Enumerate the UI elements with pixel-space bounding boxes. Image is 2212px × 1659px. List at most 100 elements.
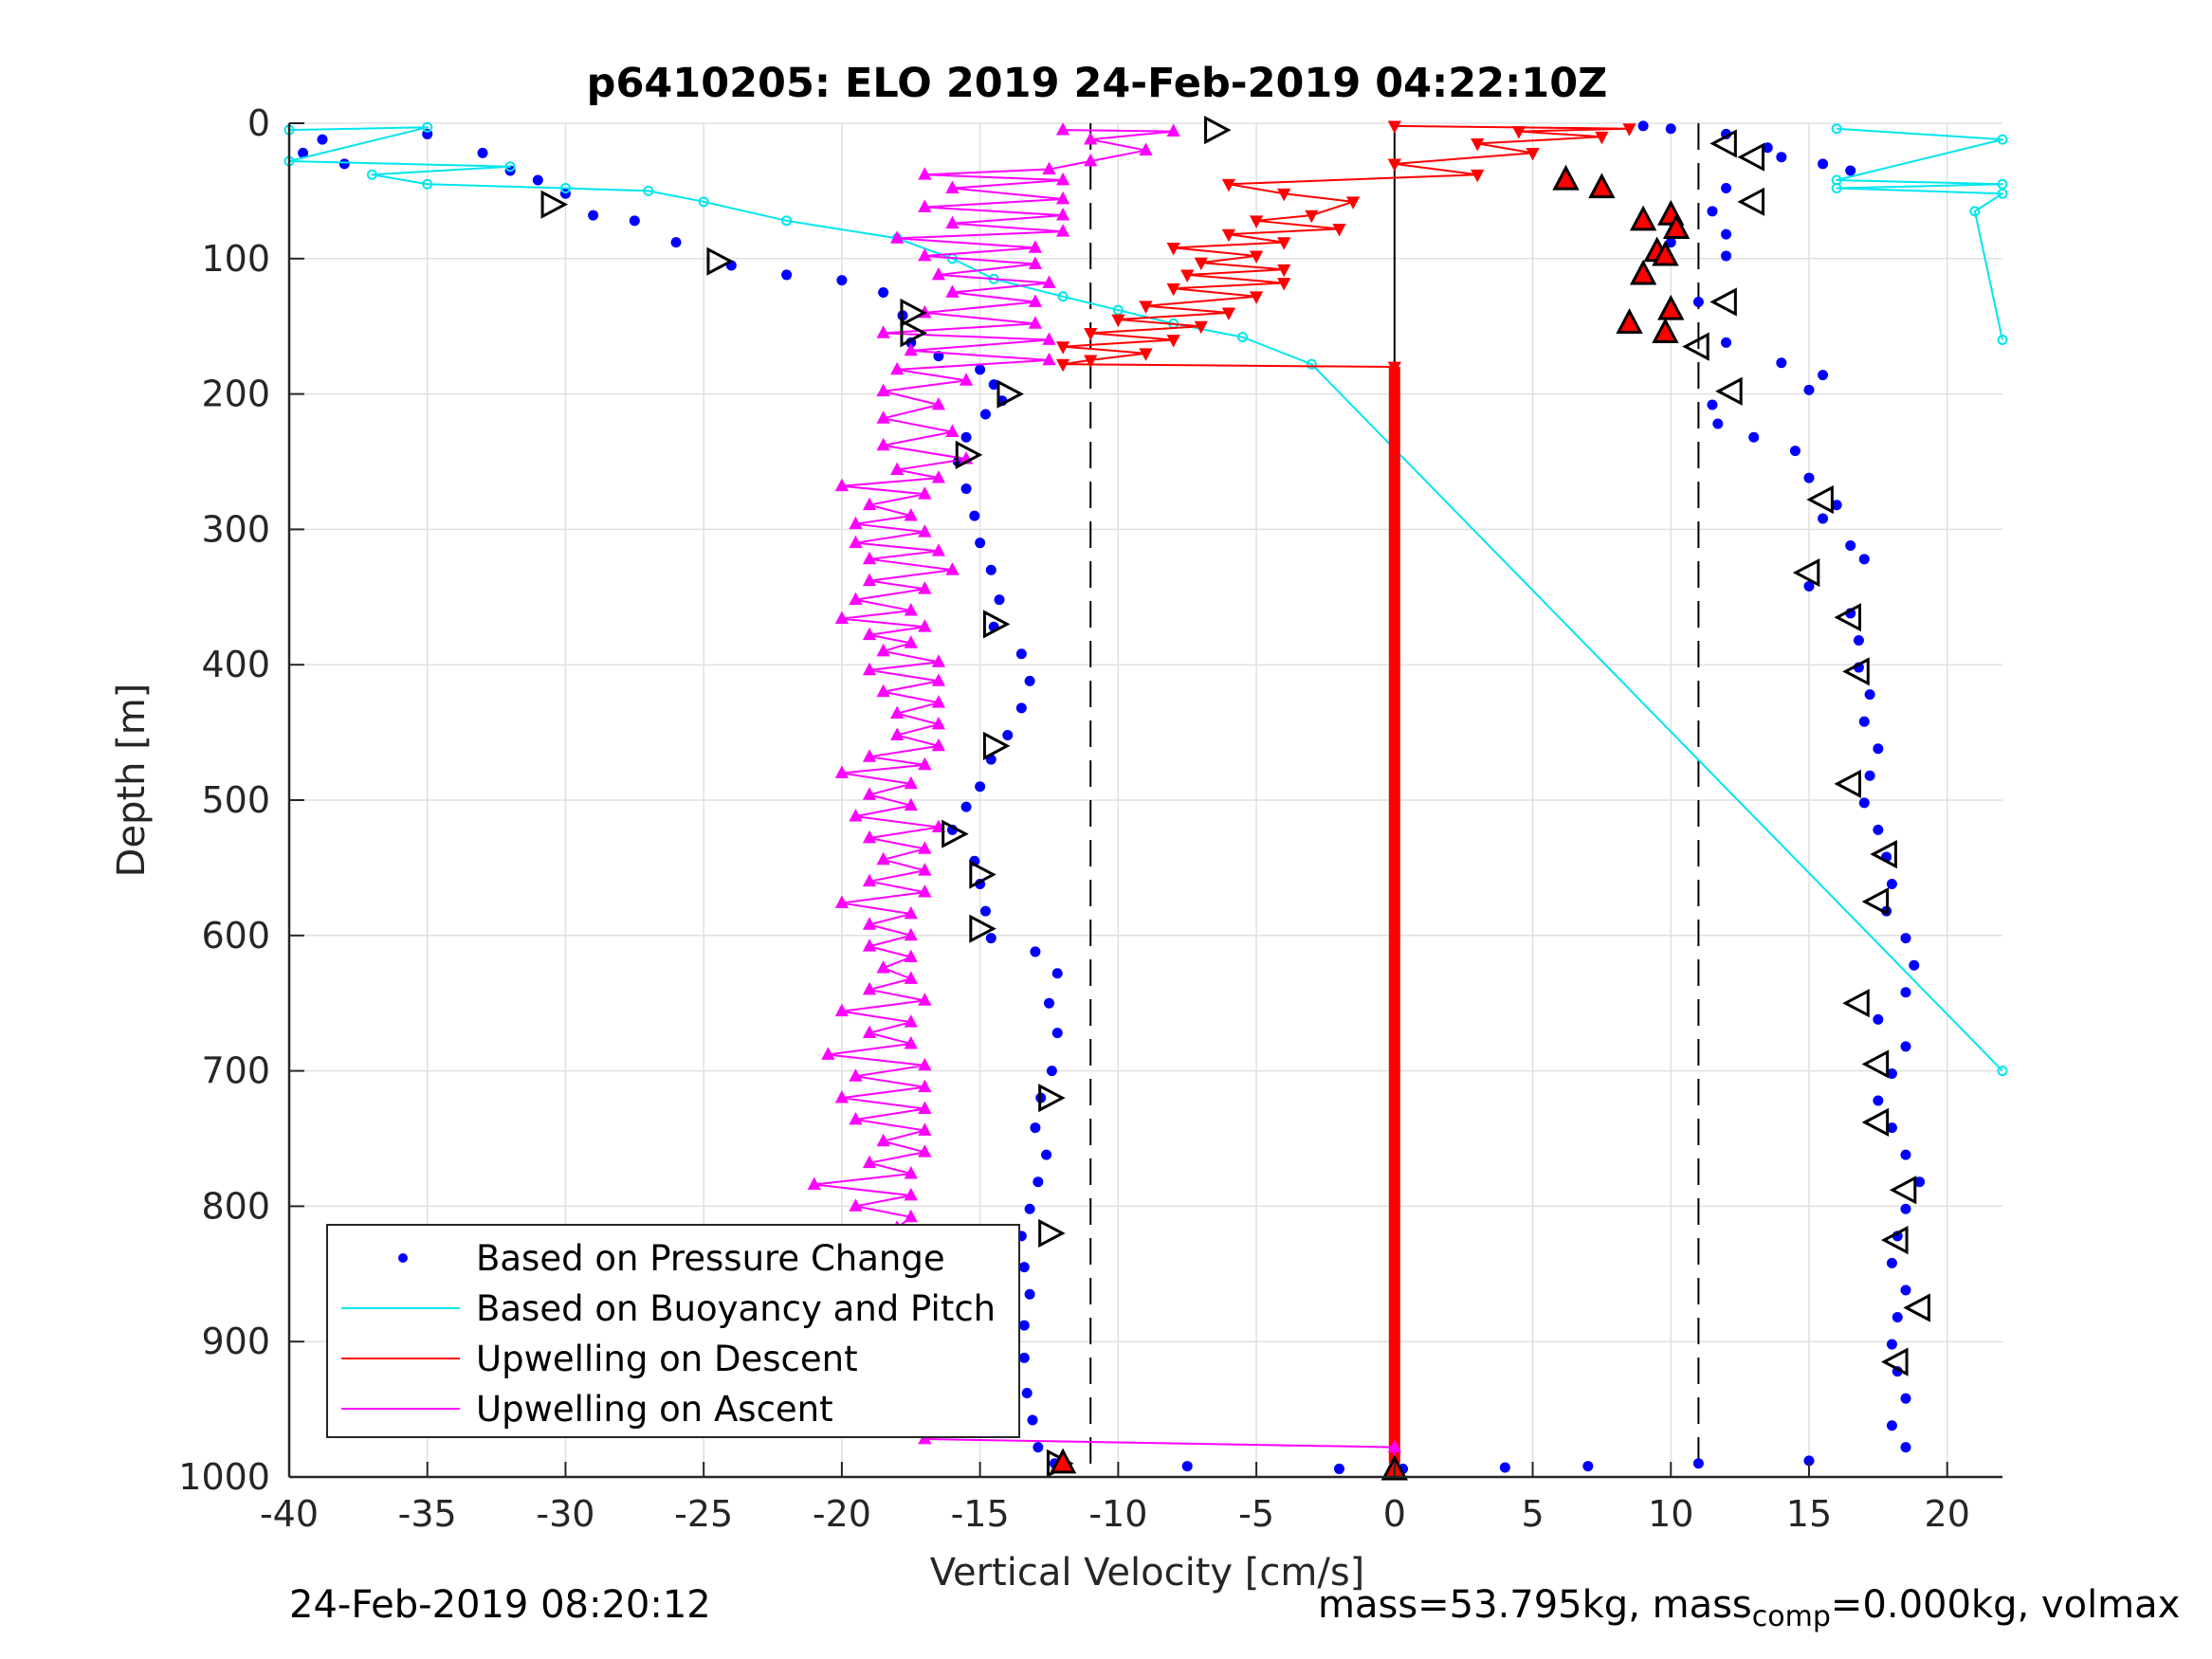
pressure-point-72	[1776, 152, 1787, 163]
x-tick-label-1: -35	[398, 1493, 457, 1535]
series-1-point-5	[422, 178, 433, 190]
pressure-point-19	[988, 379, 999, 391]
ascent-point-25	[1042, 332, 1056, 345]
ascent-point-92	[862, 1025, 877, 1039]
open-marker-31	[1889, 1176, 1917, 1205]
descent-point-20	[1180, 269, 1195, 283]
pressure-point-76	[1707, 206, 1718, 217]
series-1-point-17	[1306, 358, 1317, 370]
filled-marker-6	[1652, 240, 1679, 266]
pressure-point-46	[1046, 1066, 1057, 1077]
ascent-point-96	[849, 1068, 863, 1082]
pressure-point-10	[670, 237, 682, 248]
descent-point-12	[1249, 215, 1264, 228]
pressure-point-87	[1707, 399, 1718, 410]
ascent-point-108	[849, 1198, 863, 1212]
pressure-point-54	[1024, 1288, 1035, 1300]
ascent-point-69	[904, 775, 918, 790]
ascent-point-68	[834, 765, 850, 778]
pressure-point-128	[1900, 1442, 1911, 1453]
x-tick-label-0: -40	[260, 1493, 319, 1535]
x-tick-label-10: 10	[1648, 1493, 1693, 1535]
pressure-point-92	[1831, 500, 1842, 511]
pressure-point-63	[1499, 1462, 1510, 1473]
descent-point-26	[1111, 314, 1125, 328]
y-tick-label-9: 900	[201, 1321, 270, 1362]
open-marker-4	[900, 319, 927, 348]
pressure-point-21	[979, 409, 991, 420]
pressure-point-110	[1909, 959, 1920, 971]
filled-marker-2	[1629, 205, 1657, 231]
ascent-point-15	[1028, 240, 1043, 253]
open-marker-29	[1861, 1049, 1890, 1079]
legend-label-1: Based on Buoyancy and Pitch	[476, 1288, 996, 1329]
ascent-point-47	[945, 562, 960, 575]
descent-point-28	[1084, 327, 1098, 341]
ascent-point-9	[1055, 191, 1070, 205]
descent-point-24	[1139, 301, 1153, 314]
pressure-point-51	[1024, 1203, 1035, 1214]
pressure-point-43	[1051, 968, 1063, 979]
ascent-point-101	[918, 1122, 932, 1136]
open-marker-28	[1842, 989, 1870, 1018]
open-marker-25	[1834, 769, 1862, 798]
open-marker-24	[1842, 657, 1870, 686]
ascent-point-66	[862, 749, 877, 762]
ascent-point-90	[834, 1003, 850, 1017]
ascent-point-20	[945, 284, 960, 298]
ascent-point-43	[918, 524, 932, 538]
pressure-point-107	[1886, 879, 1897, 890]
open-marker-18	[1709, 287, 1737, 317]
open-marker-22	[1792, 558, 1820, 588]
descent-point-19	[1277, 264, 1291, 278]
descent-point-2	[1511, 126, 1526, 139]
x-tick-label-6: -10	[1088, 1493, 1147, 1535]
open-marker-3	[900, 298, 927, 328]
series-2-point-0	[1831, 123, 1842, 135]
x-tick-label-2: -30	[536, 1493, 594, 1535]
pressure-point-30	[1015, 648, 1027, 660]
open-marker-13	[1038, 1218, 1066, 1249]
ascent-point-91	[904, 1014, 918, 1028]
ascent-point-109	[904, 1209, 918, 1223]
ascent-point-81	[904, 905, 918, 920]
descent-point-0	[1387, 120, 1401, 134]
pressure-point-86	[1803, 384, 1815, 395]
pressure-point-64	[1582, 1461, 1594, 1472]
ascent-point-14	[890, 230, 905, 244]
series-1-point-7	[643, 185, 654, 196]
pressure-point-26	[975, 538, 986, 549]
legend-label-3: Upwelling on Ascent	[476, 1389, 833, 1430]
legend-label-2: Upwelling on Descent	[476, 1339, 858, 1379]
ascent-point-86	[876, 960, 890, 974]
y-tick-label-8: 800	[201, 1185, 270, 1227]
pressure-point-55	[1018, 1320, 1030, 1331]
series-1-point-9	[781, 215, 793, 227]
series-2-point-7	[1997, 334, 2008, 345]
y-tick-label-3: 300	[201, 508, 270, 550]
descent-point-32	[1084, 355, 1098, 368]
footer-mass-subscript: comp	[1751, 1600, 1831, 1633]
ascent-point-10	[918, 199, 932, 212]
pressure-point-2	[338, 158, 350, 170]
pressure-point-96	[1803, 580, 1815, 592]
filled-marker-12	[1049, 1448, 1077, 1474]
pressure-point-121	[1886, 1257, 1897, 1268]
filled-marker-4	[1662, 213, 1691, 239]
ascent-point-107	[904, 1187, 918, 1201]
pressure-point-101	[1858, 716, 1870, 727]
legend-swatch-0	[398, 1253, 408, 1263]
ascent-point-67	[918, 757, 932, 771]
y-axis-label: Depth [m]	[110, 684, 154, 878]
ascent-point-17	[1028, 256, 1043, 269]
ascent-point-7	[1055, 172, 1070, 186]
open-marker-17	[1737, 187, 1764, 216]
ascent-point-60	[876, 684, 890, 698]
series-1-point-13	[1057, 291, 1069, 302]
ascent-point-16	[918, 247, 932, 262]
ascent-point-94	[821, 1047, 835, 1060]
ascent-point-55	[904, 635, 918, 648]
descent-point-22	[1166, 283, 1180, 297]
open-marker-5	[996, 379, 1024, 409]
ascent-point-103	[918, 1144, 932, 1158]
